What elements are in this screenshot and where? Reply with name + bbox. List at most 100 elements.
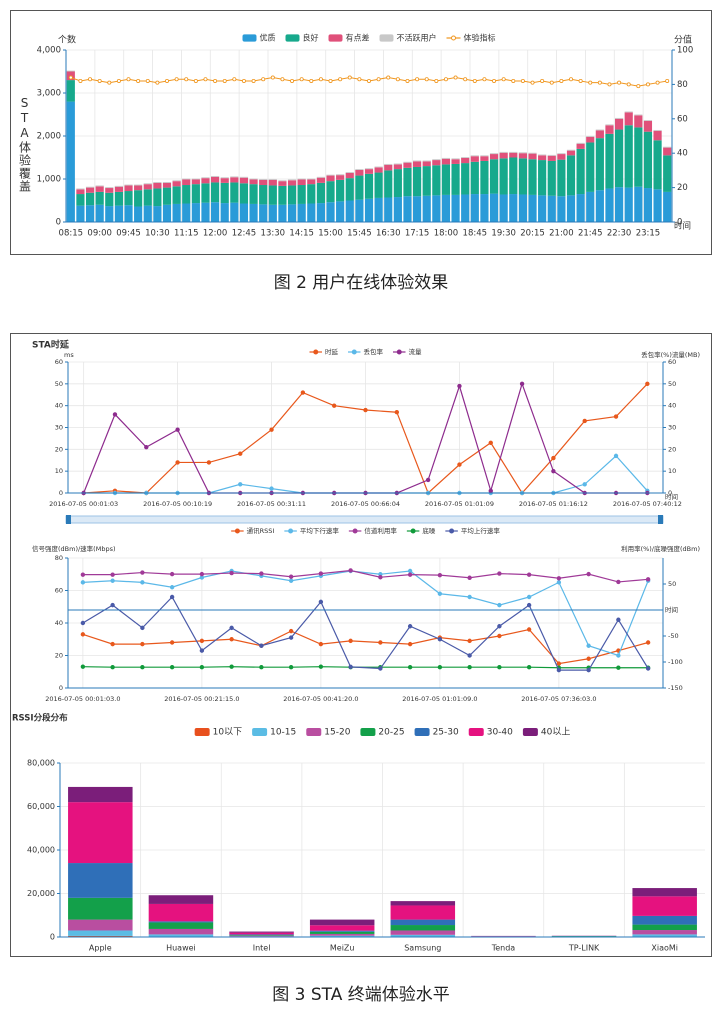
bar <box>576 148 585 195</box>
bar <box>632 888 697 897</box>
y2-tick-label: 40 <box>668 402 676 410</box>
legend-label: 丢包率 <box>364 347 384 356</box>
bar <box>615 117 624 119</box>
point <box>457 383 462 389</box>
bar <box>461 157 470 164</box>
point <box>636 84 641 89</box>
point <box>110 572 115 577</box>
x-tick-label: Tenda <box>491 944 516 953</box>
bar <box>85 192 95 206</box>
bar <box>413 196 422 222</box>
bar <box>287 179 297 181</box>
bar <box>85 205 95 222</box>
point <box>425 477 431 483</box>
point <box>229 625 234 631</box>
bar <box>499 194 508 222</box>
point <box>136 78 141 83</box>
point <box>229 664 234 669</box>
bar <box>278 180 287 182</box>
bar <box>557 153 566 155</box>
bar <box>297 185 306 204</box>
bar <box>653 189 662 222</box>
point <box>407 665 413 670</box>
x-tick-label: 2016-07-05 01:16:12 <box>519 500 588 508</box>
point <box>318 641 324 647</box>
point <box>407 572 413 577</box>
point <box>501 77 506 82</box>
bar <box>384 197 393 222</box>
point <box>578 78 583 83</box>
y2-tick-label: 50 <box>668 580 676 588</box>
bar <box>229 932 294 935</box>
bar <box>355 199 364 222</box>
legend-swatch <box>351 349 357 355</box>
point <box>175 427 180 432</box>
bar <box>632 915 697 925</box>
bar <box>374 166 383 168</box>
legend-label: 优质 <box>260 33 276 43</box>
bar <box>336 201 345 222</box>
bar <box>576 143 585 149</box>
bar <box>615 118 624 130</box>
x-tick-label: 2016-07-05 07:36:03.0 <box>521 695 596 703</box>
bar <box>68 897 133 920</box>
bar <box>124 205 133 222</box>
bar <box>538 154 547 156</box>
point <box>407 641 413 647</box>
bar <box>461 163 470 195</box>
point <box>175 460 180 465</box>
bar <box>143 184 152 190</box>
bar <box>509 151 518 153</box>
bar <box>182 185 191 204</box>
y-tick-label: 40,000 <box>27 846 55 855</box>
legend-swatch <box>306 727 322 737</box>
bar <box>470 194 479 222</box>
bar <box>211 182 220 203</box>
bar <box>509 194 518 222</box>
bar <box>566 149 576 151</box>
bar <box>153 188 162 207</box>
point <box>582 482 587 487</box>
point <box>497 602 502 608</box>
bar <box>615 129 624 188</box>
bar <box>384 170 393 198</box>
bar <box>316 203 325 222</box>
bar <box>499 158 508 195</box>
point <box>497 571 502 576</box>
x-tick-label: 21:45 <box>578 229 603 239</box>
bar <box>557 196 566 222</box>
bar <box>309 933 375 936</box>
bar <box>229 934 294 936</box>
point <box>288 578 294 583</box>
x-tick-label: 12:00 <box>203 229 228 239</box>
bar <box>595 138 604 191</box>
bar <box>586 136 595 143</box>
bar <box>547 195 556 222</box>
point <box>457 462 462 467</box>
y-tick-label: 40 <box>55 619 63 627</box>
point <box>259 571 264 576</box>
y-tick-label: 60 <box>55 358 63 366</box>
point <box>300 390 306 395</box>
bar <box>393 197 402 222</box>
legend-swatch <box>194 727 210 737</box>
legend-swatch <box>522 727 538 737</box>
bar <box>663 191 672 222</box>
bar <box>345 172 354 179</box>
point <box>437 665 443 670</box>
point <box>520 78 525 83</box>
bar <box>393 164 402 170</box>
point <box>116 78 121 83</box>
point <box>110 602 115 608</box>
bar <box>143 189 152 206</box>
bar <box>364 198 374 222</box>
bar <box>278 185 287 205</box>
bar <box>441 194 451 222</box>
bar <box>239 203 249 222</box>
bar <box>326 181 335 203</box>
bar <box>632 934 697 937</box>
bar <box>148 903 214 922</box>
point <box>184 77 189 82</box>
point <box>213 78 218 83</box>
point <box>395 77 400 82</box>
